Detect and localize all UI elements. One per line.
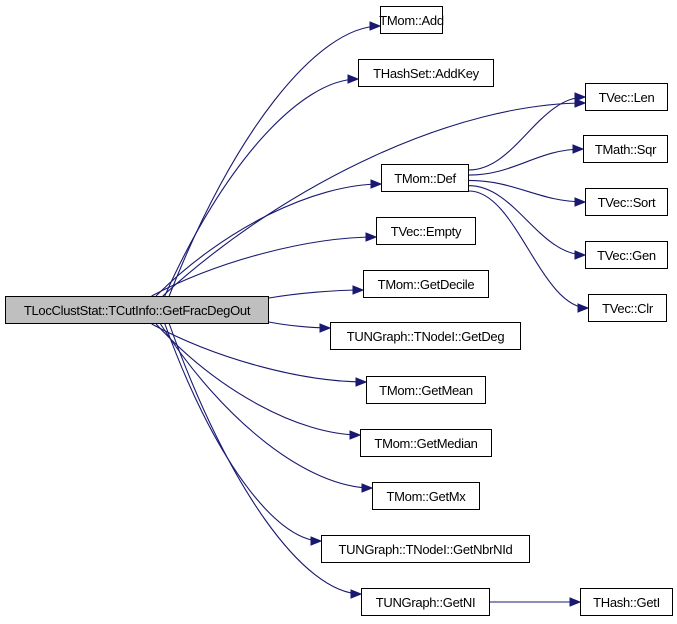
edge-root-mean-arrowhead xyxy=(355,377,368,387)
edge-def-sqr xyxy=(468,148,584,176)
edge-def-sort xyxy=(468,179,586,203)
edge-root-add-arrowhead xyxy=(369,21,382,31)
node-tvec-sort[interactable]: TVec::Sort xyxy=(585,188,668,216)
node-tmom-getmedian[interactable]: TMom::GetMedian xyxy=(360,429,492,457)
edge-root-def-arrowhead xyxy=(370,179,383,189)
edge-def-sqr-arrowhead xyxy=(572,144,585,154)
node-tmom-getdecile[interactable]: TMom::GetDecile xyxy=(363,270,489,298)
node-tvec-len[interactable]: TVec::Len xyxy=(585,83,668,111)
edge-root-add xyxy=(168,25,381,297)
node-tmath-sqr[interactable]: TMath::Sqr xyxy=(583,135,668,163)
edge-def-gen-arrowhead xyxy=(574,250,587,260)
edge-root-empty xyxy=(151,236,377,297)
node-tmom-add[interactable]: TMom::Add xyxy=(379,6,444,34)
node-tnodei-getdeg[interactable]: TUNGraph::TNodeI::GetDeg xyxy=(330,322,521,350)
node-tnodei-getnbrnid[interactable]: TUNGraph::TNodeI::GetNbrNId xyxy=(321,535,530,563)
edge-root-def xyxy=(155,183,382,297)
node-tvec-gen[interactable]: TVec::Gen xyxy=(585,241,668,269)
edge-root-addkey-arrowhead xyxy=(347,74,360,84)
edge-root-mx xyxy=(160,323,373,489)
edge-root-nbrnid xyxy=(164,323,322,542)
edge-root-decile xyxy=(268,289,364,299)
edge-def-len xyxy=(468,96,586,171)
edge-root-getni-arrowhead xyxy=(350,589,363,599)
node-tvec-empty[interactable]: TVec::Empty xyxy=(376,217,476,245)
node-thashset-addkey[interactable]: THashSet::AddKey xyxy=(358,59,494,87)
node-root[interactable]: TLocClustStat::TCutInfo::GetFracDegOut xyxy=(5,296,269,324)
edge-getni-geti-arrowhead xyxy=(569,597,582,607)
edge-root-mx-arrowhead xyxy=(361,483,374,493)
edge-root-decile-arrowhead xyxy=(352,285,365,295)
edge-root-addkey xyxy=(164,78,359,297)
edge-root-getni xyxy=(168,323,362,595)
node-tvec-clr[interactable]: TVec::Clr xyxy=(588,294,667,322)
edge-root-nbrnid-arrowhead xyxy=(310,536,323,546)
edge-root-getdeg-arrowhead xyxy=(319,323,332,333)
edge-def-clr-arrowhead xyxy=(577,303,590,313)
edge-def-gen xyxy=(468,185,586,256)
node-tungraph-getni[interactable]: TUNGraph::GetNI xyxy=(361,588,490,616)
node-tmom-def[interactable]: TMom::Def xyxy=(381,164,469,192)
edge-root-mean xyxy=(151,323,367,383)
edge-root-len xyxy=(162,102,586,297)
edge-def-len-arrowhead xyxy=(574,92,587,102)
edge-def-clr xyxy=(468,190,589,309)
edge-root-median xyxy=(155,323,361,436)
edge-root-empty-arrowhead xyxy=(365,232,378,242)
node-tmom-getmean[interactable]: TMom::GetMean xyxy=(366,376,486,404)
edge-def-sort-arrowhead xyxy=(574,197,587,207)
edge-root-len-arrowhead xyxy=(574,98,587,108)
node-tmom-getmx[interactable]: TMom::GetMx xyxy=(372,482,480,510)
node-thash-geti[interactable]: THash::GetI xyxy=(580,588,673,616)
edge-root-median-arrowhead xyxy=(349,430,362,440)
